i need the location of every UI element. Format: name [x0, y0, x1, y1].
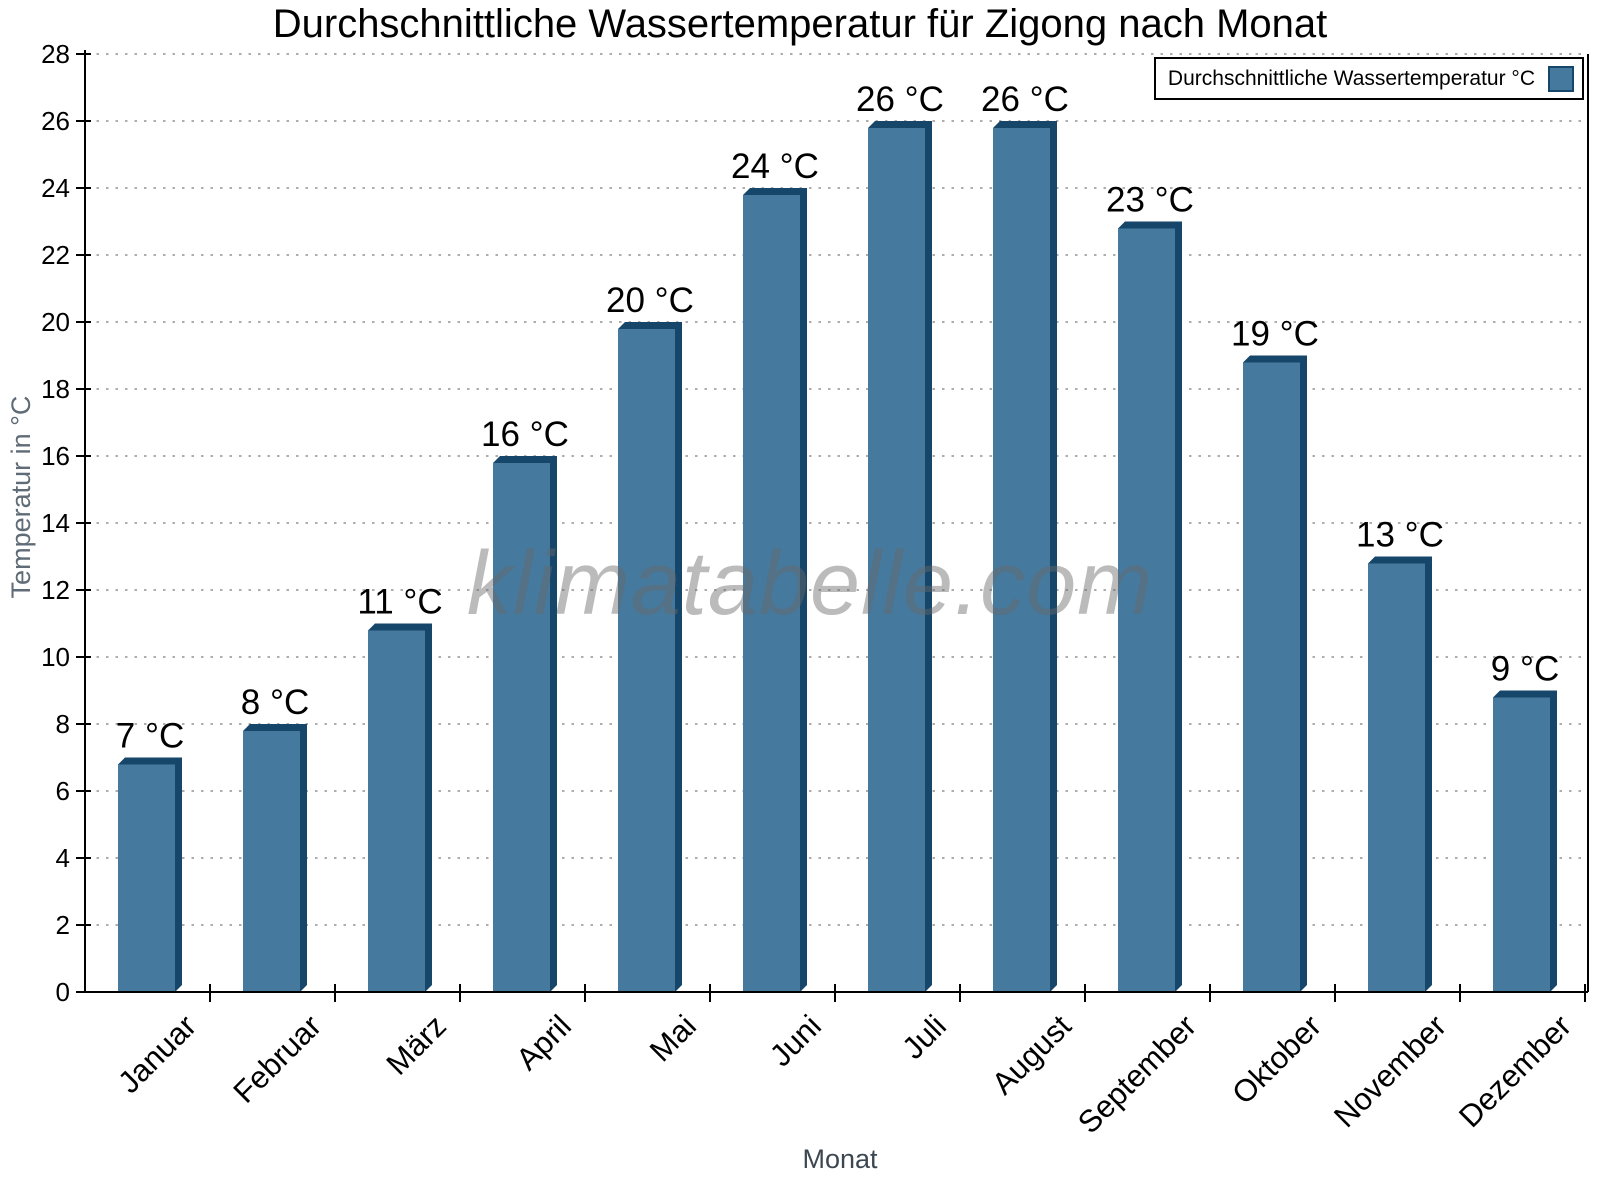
chart-title: Durchschnittliche Wassertemperatur für Z… — [272, 2, 1328, 46]
bar — [743, 195, 800, 992]
bar — [243, 731, 300, 992]
bar — [1368, 563, 1425, 992]
y-tick-label: 6 — [56, 776, 70, 806]
x-axis-title: Monat — [802, 1144, 878, 1174]
bar-value-label: 20 °C — [606, 281, 694, 320]
x-category-label: September — [1071, 1008, 1203, 1140]
bar — [1243, 362, 1300, 992]
legend: Durchschnittliche Wassertemperatur °C — [1154, 57, 1584, 100]
bar — [618, 329, 675, 992]
bar-value-label: 26 °C — [856, 80, 944, 119]
bar-value-label: 26 °C — [981, 80, 1069, 119]
y-tick-label: 8 — [56, 709, 70, 739]
bar-value-label: 23 °C — [1106, 181, 1194, 220]
x-category-label: Mai — [643, 1008, 703, 1068]
bar-value-label: 9 °C — [1491, 650, 1559, 689]
bar — [1118, 228, 1175, 992]
x-category-label: Januar — [111, 1008, 203, 1100]
x-category-label: März — [379, 1008, 452, 1081]
bar-value-label: 13 °C — [1356, 516, 1444, 555]
y-tick-label: 24 — [41, 173, 70, 203]
y-tick-label: 26 — [41, 106, 70, 136]
y-tick-label: 20 — [41, 307, 70, 337]
bar-value-label: 19 °C — [1231, 315, 1319, 354]
bar — [993, 128, 1050, 992]
bar-value-label: 7 °C — [116, 717, 184, 756]
x-category-label: Oktober — [1225, 1008, 1328, 1111]
x-category-label: Dezember — [1452, 1008, 1578, 1134]
bar-value-label: 8 °C — [241, 683, 309, 722]
y-tick-label: 10 — [41, 642, 70, 672]
y-tick-label: 2 — [56, 910, 70, 940]
y-tick-label: 4 — [56, 843, 70, 873]
y-tick-label: 22 — [41, 240, 70, 270]
x-category-label: April — [509, 1008, 578, 1077]
x-category-label: Februar — [226, 1008, 328, 1110]
y-tick-label: 18 — [41, 374, 70, 404]
bar-value-label: 16 °C — [481, 415, 569, 454]
bar — [368, 630, 425, 992]
y-tick-label: 16 — [41, 441, 70, 471]
bar-value-label: 11 °C — [357, 583, 442, 622]
bar-value-label: 24 °C — [731, 147, 819, 186]
bar — [493, 463, 550, 992]
y-tick-label: 12 — [41, 575, 70, 605]
legend-label: Durchschnittliche Wassertemperatur °C — [1167, 66, 1535, 90]
x-category-label: Juni — [763, 1008, 828, 1073]
x-category-label: August — [985, 1008, 1078, 1101]
y-tick-label: 28 — [41, 39, 70, 69]
y-tick-label: 14 — [41, 508, 70, 538]
bar — [1493, 697, 1550, 992]
x-category-label: Juli — [895, 1008, 953, 1066]
bar — [868, 128, 925, 992]
legend-swatch-icon — [1548, 65, 1574, 92]
bar — [118, 764, 175, 992]
y-tick-label: 0 — [56, 977, 70, 1007]
x-category-label: November — [1327, 1008, 1453, 1134]
